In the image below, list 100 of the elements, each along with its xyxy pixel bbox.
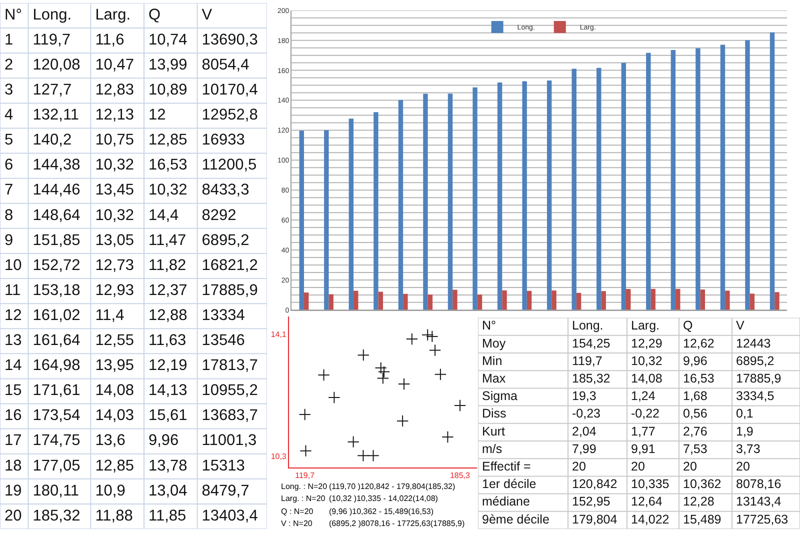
data-label: 161,64 [32, 332, 81, 350]
point [378, 366, 390, 378]
text: 1,68 [683, 389, 708, 404]
text: V : N=20 [281, 519, 313, 528]
data-label: 12,55 [95, 332, 134, 350]
data-label: 8054,4 [202, 56, 250, 74]
data-label: 180,11 [32, 482, 80, 500]
y-tick-label: 12 [4, 306, 22, 324]
text: 154,25 [572, 336, 610, 350]
bar [670, 50, 676, 310]
bar [304, 292, 309, 310]
bar [423, 94, 428, 310]
x-tick-label: 185,3 [450, 471, 471, 480]
data-label: 161,02 [32, 306, 80, 324]
bar [472, 87, 478, 310]
data-label: 11,47 [148, 232, 186, 249]
y-tick-label: 15 [4, 382, 22, 400]
data-label: 174,75 [32, 432, 80, 450]
text: (9,96 )10,362 - 15,489(16,53) [329, 507, 434, 516]
data-label: 8479,7 [202, 482, 250, 500]
data-label: 152,72 [32, 256, 80, 274]
text: 3,73 [736, 442, 760, 456]
category-label: 20 [736, 460, 750, 474]
text: Larg. : N=20 [281, 494, 326, 503]
point [300, 444, 312, 457]
text: 10,362 [683, 477, 722, 492]
point [442, 430, 454, 444]
bar [452, 290, 458, 310]
data-label: 16821,2 [202, 256, 258, 274]
data-label: 120,08 [32, 56, 80, 74]
data-label: 144,46 [32, 182, 80, 199]
text: 7,99 [572, 442, 596, 456]
text: 14,08 [631, 372, 662, 386]
bar [750, 294, 755, 310]
y-tick-label: 10 [4, 256, 22, 274]
category-label: Larg. [631, 318, 660, 333]
data-label: 13403,4 [202, 507, 258, 524]
bar [576, 292, 582, 310]
text: 9,91 [631, 442, 656, 456]
text: 0,56 [683, 406, 708, 421]
data-label: 10955,2 [202, 382, 258, 400]
bar [324, 130, 329, 310]
text: 119,7 [572, 354, 602, 368]
y-tick-label: 5 [4, 132, 14, 149]
data-label: 185,32 [32, 507, 80, 524]
text: 17725,63 [736, 512, 788, 526]
category-label: Q [683, 318, 693, 333]
text: 7,53 [683, 442, 708, 456]
y-tick-label: 13 [4, 332, 22, 350]
y-tick-label: 14,1 [270, 330, 287, 339]
data-label: 14,4 [148, 206, 180, 224]
text: 1,9 [736, 424, 754, 438]
bar [650, 288, 656, 310]
point [376, 372, 390, 384]
x-tick-label: V [202, 6, 213, 24]
text: 12,28 [683, 494, 714, 509]
data-label: 177,05 [32, 457, 80, 474]
point [434, 368, 447, 380]
category-label: médiane [482, 494, 530, 509]
category-label: 1er décile [482, 477, 536, 492]
text: 1,24 [631, 389, 656, 404]
text: Long. : N=20 [281, 482, 328, 491]
y-tick-label: 20 [4, 507, 22, 524]
text: 13143,4 [736, 494, 782, 509]
text: 9,96 [683, 354, 708, 368]
text: 12,29 [631, 336, 662, 350]
bar [720, 44, 726, 310]
point [347, 436, 360, 448]
data-label: 10170,4 [202, 82, 258, 99]
data-label: 6895,2 [202, 232, 250, 249]
y-tick-label: 4 [4, 106, 14, 124]
data-label: 12,88 [148, 306, 188, 324]
x-tick-label: Q [148, 6, 161, 24]
bar [601, 291, 606, 310]
data-label: 10,74 [148, 31, 188, 48]
bar [448, 94, 453, 310]
data-label: 10,75 [95, 132, 134, 149]
data-label: 12,85 [148, 132, 188, 149]
text: 16,53 [683, 372, 714, 386]
point [428, 344, 442, 356]
point [318, 368, 330, 382]
point [396, 414, 409, 428]
data-label: 13,78 [148, 457, 188, 474]
bar [552, 290, 556, 310]
point [406, 332, 418, 346]
category-label: Sigma [482, 389, 518, 404]
text: (6895,2 )8078,16 - 17725,63(17885,9) [329, 519, 465, 528]
category-label: V [736, 318, 745, 333]
x-tick-label: Larg. [95, 6, 131, 24]
category-label: 9ème décile [482, 512, 550, 526]
data-label: 16933 [202, 132, 245, 149]
text: 20 [683, 460, 697, 474]
data-label: 17885,9 [202, 282, 258, 299]
text: (10,32 )10,335 - 14,022(14,08) [329, 494, 438, 503]
data-label: 173,54 [32, 407, 81, 424]
category-label: Moy [482, 336, 506, 350]
point [357, 450, 370, 462]
bar [770, 32, 775, 310]
data-label: 15,61 [148, 407, 188, 424]
data-label: 13,6 [95, 432, 126, 450]
